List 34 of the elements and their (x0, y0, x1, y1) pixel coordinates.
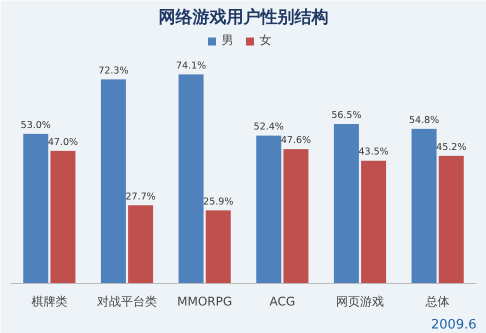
data-label: 27.7% (126, 191, 156, 202)
data-label: 54.8% (408, 114, 440, 126)
data-label: 72.3% (98, 65, 129, 76)
bar (334, 124, 359, 284)
data-label: 53.0% (20, 120, 51, 131)
data-label: 47.6% (280, 135, 312, 146)
bar (23, 134, 48, 284)
bar (178, 74, 204, 284)
data-label: 47.0% (48, 136, 78, 148)
data-label: 45.2% (436, 142, 466, 153)
x-tick-label: 网页游戏 (336, 294, 384, 308)
x-tick-label: MMORPG (177, 294, 232, 308)
bar (438, 156, 464, 284)
chart-title: 网络游戏用户性别结构 (158, 8, 328, 28)
legend-label: 女 (260, 32, 272, 49)
bar (412, 128, 437, 284)
bar (283, 149, 308, 284)
text: 2009.6 (431, 318, 477, 332)
data-label: 52.4% (254, 122, 284, 133)
bar (128, 205, 154, 284)
x-tick-label: ACG (269, 294, 296, 308)
data-label: 56.5% (331, 110, 362, 122)
x-tick-label: 棋牌类 (31, 294, 68, 308)
legend-label: 男 (222, 32, 234, 49)
x-tick-label: 对战平台类 (97, 294, 157, 308)
data-label: 25.9% (203, 196, 234, 208)
bar (50, 150, 76, 284)
data-label: 43.5% (358, 146, 389, 158)
data-label: 74.1% (176, 60, 206, 72)
bar (256, 136, 282, 284)
bar (206, 210, 231, 284)
bar (100, 79, 126, 284)
x-tick-label: 总体 (424, 294, 450, 308)
bar (361, 160, 386, 284)
